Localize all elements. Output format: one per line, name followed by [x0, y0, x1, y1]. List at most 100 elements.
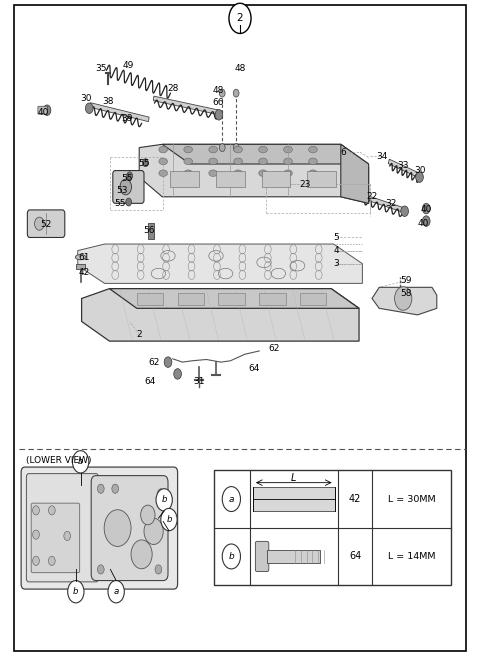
- Text: 3: 3: [333, 259, 339, 268]
- Text: 5: 5: [333, 233, 339, 242]
- Polygon shape: [360, 194, 404, 212]
- Text: 28: 28: [167, 84, 179, 93]
- Circle shape: [422, 203, 430, 214]
- Polygon shape: [139, 144, 369, 203]
- Bar: [148, 223, 154, 239]
- Ellipse shape: [209, 170, 217, 176]
- Circle shape: [219, 89, 225, 97]
- Text: 40: 40: [418, 218, 429, 228]
- Text: 40: 40: [37, 108, 49, 117]
- Polygon shape: [78, 244, 362, 283]
- FancyBboxPatch shape: [26, 474, 98, 582]
- Circle shape: [35, 217, 44, 230]
- Text: L = 30MM: L = 30MM: [388, 495, 435, 504]
- Text: 30: 30: [414, 166, 426, 175]
- Circle shape: [422, 216, 430, 226]
- Circle shape: [120, 179, 132, 195]
- Bar: [267, 550, 320, 563]
- Ellipse shape: [309, 158, 317, 165]
- Circle shape: [143, 159, 148, 167]
- Text: 62: 62: [268, 344, 279, 354]
- Bar: [259, 293, 286, 305]
- FancyBboxPatch shape: [38, 106, 48, 114]
- Text: 64: 64: [349, 552, 361, 562]
- Polygon shape: [153, 96, 221, 115]
- Circle shape: [174, 369, 181, 379]
- Text: b: b: [166, 515, 172, 524]
- Circle shape: [33, 506, 39, 515]
- Circle shape: [72, 451, 89, 473]
- Text: 59: 59: [400, 276, 411, 285]
- Ellipse shape: [159, 146, 168, 153]
- Text: 39: 39: [121, 113, 133, 123]
- Bar: [137, 293, 163, 305]
- Ellipse shape: [284, 158, 292, 165]
- FancyBboxPatch shape: [113, 171, 144, 203]
- Text: 48: 48: [234, 64, 246, 73]
- Polygon shape: [162, 144, 369, 164]
- Circle shape: [33, 530, 39, 539]
- FancyBboxPatch shape: [91, 476, 168, 581]
- Text: 34: 34: [376, 152, 387, 161]
- Circle shape: [395, 287, 412, 310]
- Ellipse shape: [309, 170, 317, 176]
- Text: 55: 55: [114, 199, 126, 208]
- Polygon shape: [109, 289, 359, 308]
- Text: L = 14MM: L = 14MM: [388, 552, 435, 561]
- Ellipse shape: [159, 158, 168, 165]
- Text: 30: 30: [81, 94, 92, 103]
- Circle shape: [215, 110, 223, 120]
- Text: 66: 66: [213, 98, 224, 108]
- Text: 6: 6: [340, 148, 346, 157]
- Text: 58: 58: [400, 289, 411, 298]
- Text: 49: 49: [123, 61, 134, 70]
- Bar: [300, 293, 326, 305]
- Circle shape: [156, 489, 172, 511]
- Ellipse shape: [309, 146, 317, 153]
- Text: b: b: [161, 495, 167, 504]
- Circle shape: [33, 556, 39, 565]
- Ellipse shape: [259, 158, 267, 165]
- Ellipse shape: [234, 158, 242, 165]
- Ellipse shape: [284, 146, 292, 153]
- Circle shape: [68, 581, 84, 603]
- Text: 56: 56: [143, 226, 155, 236]
- Circle shape: [157, 489, 164, 498]
- Bar: [307, 171, 336, 187]
- Text: 48: 48: [213, 86, 224, 95]
- Bar: [178, 293, 204, 305]
- Text: 42: 42: [78, 268, 90, 277]
- Text: 40: 40: [420, 205, 432, 215]
- Bar: [218, 293, 245, 305]
- Circle shape: [97, 565, 104, 574]
- Text: 64: 64: [249, 364, 260, 373]
- Circle shape: [64, 531, 71, 541]
- FancyBboxPatch shape: [27, 210, 65, 237]
- Circle shape: [401, 206, 408, 216]
- Bar: [170, 171, 199, 187]
- Circle shape: [155, 565, 162, 574]
- Circle shape: [161, 508, 177, 531]
- Text: 31: 31: [193, 377, 205, 386]
- Circle shape: [112, 484, 119, 493]
- Bar: [214, 470, 451, 585]
- Ellipse shape: [184, 170, 192, 176]
- Circle shape: [416, 172, 423, 182]
- Polygon shape: [341, 144, 369, 203]
- Polygon shape: [372, 287, 437, 315]
- Text: 42: 42: [349, 494, 361, 504]
- Text: 23: 23: [299, 180, 311, 190]
- Text: L: L: [291, 473, 297, 483]
- Text: b: b: [73, 587, 79, 596]
- Ellipse shape: [284, 170, 292, 176]
- Text: 33: 33: [397, 161, 409, 170]
- Circle shape: [48, 506, 55, 515]
- Circle shape: [104, 510, 131, 546]
- Polygon shape: [82, 289, 359, 341]
- FancyBboxPatch shape: [31, 503, 80, 573]
- Circle shape: [233, 89, 239, 97]
- Text: b: b: [78, 457, 84, 466]
- Circle shape: [222, 487, 240, 512]
- Text: 62: 62: [148, 358, 159, 367]
- Text: (LOWER VIEW): (LOWER VIEW): [26, 456, 92, 465]
